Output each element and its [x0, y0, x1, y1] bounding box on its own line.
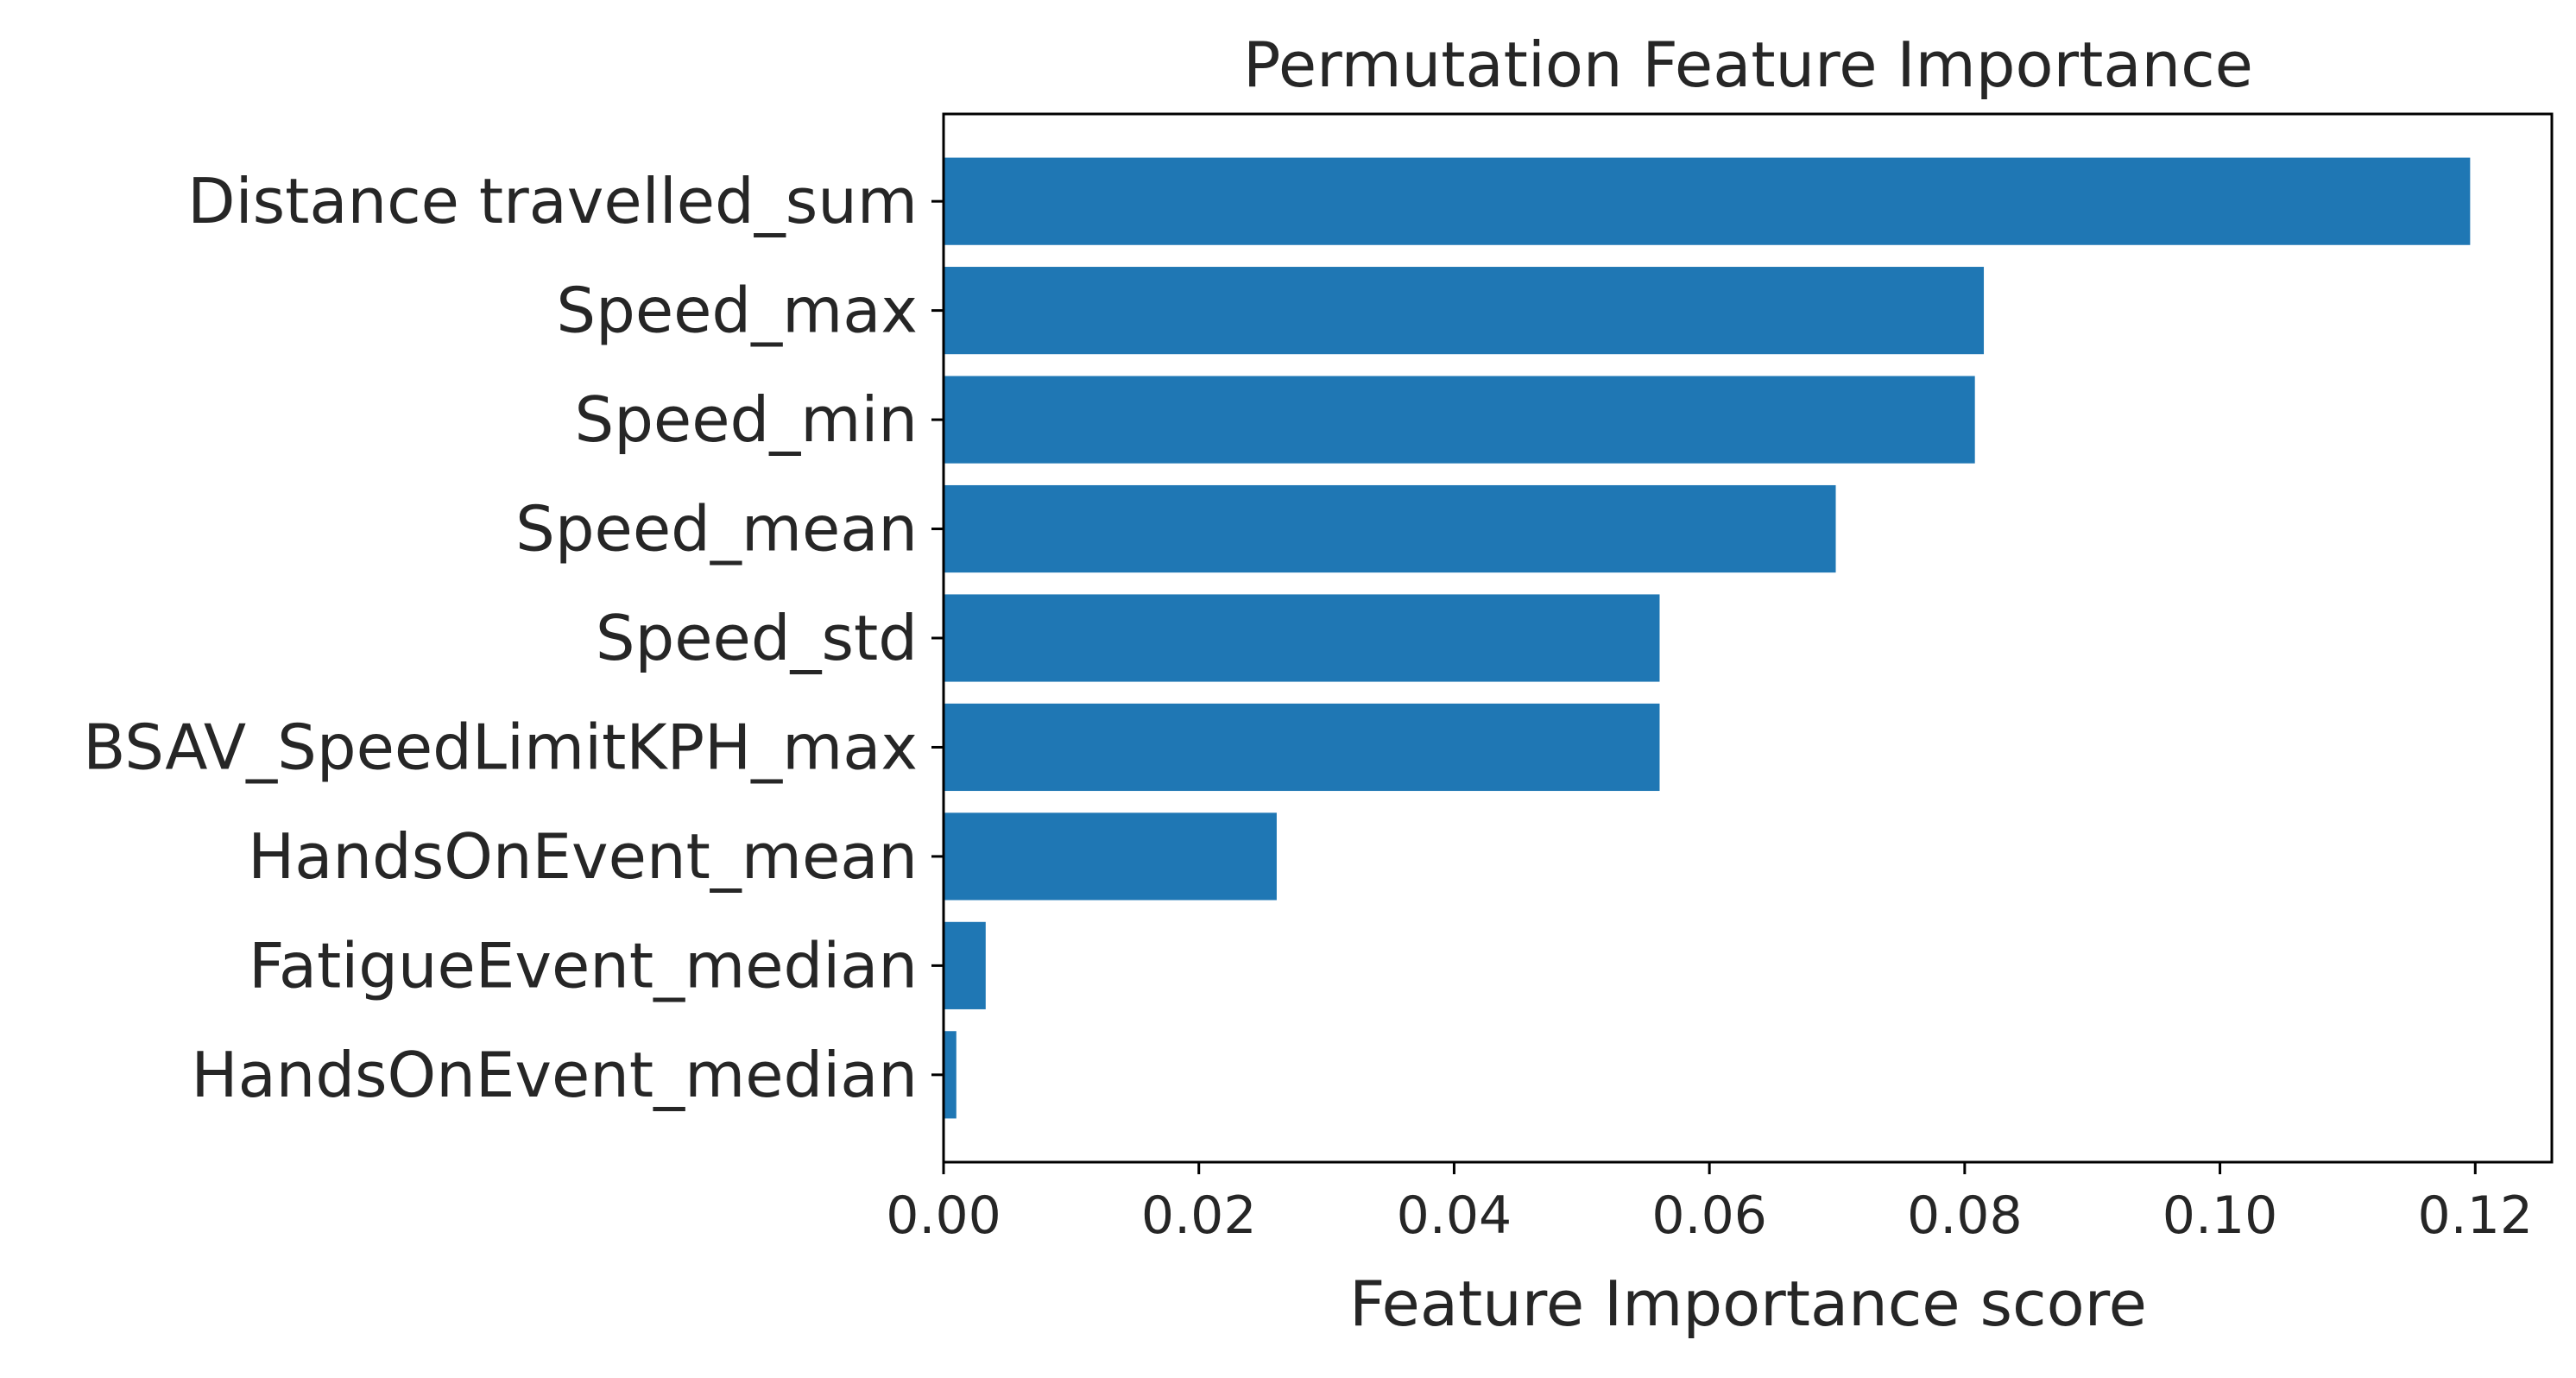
- bar: [944, 484, 1836, 573]
- y-tick-label: BSAV_SpeedLimitKPH_max: [83, 711, 918, 783]
- bar: [944, 157, 2471, 245]
- y-tick-label: HandsOnEvent_median: [191, 1039, 918, 1111]
- y-tick-label: Speed_std: [596, 602, 918, 674]
- bars-group: [944, 157, 2471, 1119]
- y-tick-label: Distance travelled_sum: [187, 165, 918, 237]
- bar: [944, 812, 1277, 901]
- bar: [944, 1031, 957, 1119]
- x-tick-label: 0.00: [886, 1185, 1001, 1246]
- x-tick-label: 0.02: [1141, 1185, 1257, 1246]
- x-axis-label: Feature Importance score: [1349, 1267, 2147, 1340]
- x-tick-label: 0.06: [1651, 1185, 1767, 1246]
- bar: [944, 594, 1660, 682]
- y-tick-label: FatigueEvent_median: [249, 929, 918, 1002]
- bar: [944, 921, 986, 1009]
- y-tick-label: Speed_mean: [515, 493, 918, 566]
- x-tick-label: 0.10: [2162, 1185, 2278, 1246]
- x-tick-label: 0.08: [1907, 1185, 2023, 1246]
- x-axis-ticks: 0.00 0.02 0.04 0.06 0.08 0.10 0.12: [886, 1162, 2533, 1246]
- x-tick-label: 0.12: [2417, 1185, 2533, 1246]
- y-tick-label: HandsOnEvent_mean: [248, 820, 918, 893]
- y-tick-label: Speed_min: [575, 383, 918, 456]
- x-tick-label: 0.04: [1397, 1185, 1512, 1246]
- y-tick-label: Speed_max: [556, 275, 918, 347]
- bar: [944, 703, 1660, 792]
- plot-frame: [942, 112, 2554, 1164]
- y-axis-ticks: Distance travelled_sum Speed_max Speed_min…: [83, 165, 944, 1111]
- bar: [944, 267, 1985, 355]
- bar: [944, 376, 1975, 464]
- chart-title: Permutation Feature Importance: [1243, 28, 2253, 101]
